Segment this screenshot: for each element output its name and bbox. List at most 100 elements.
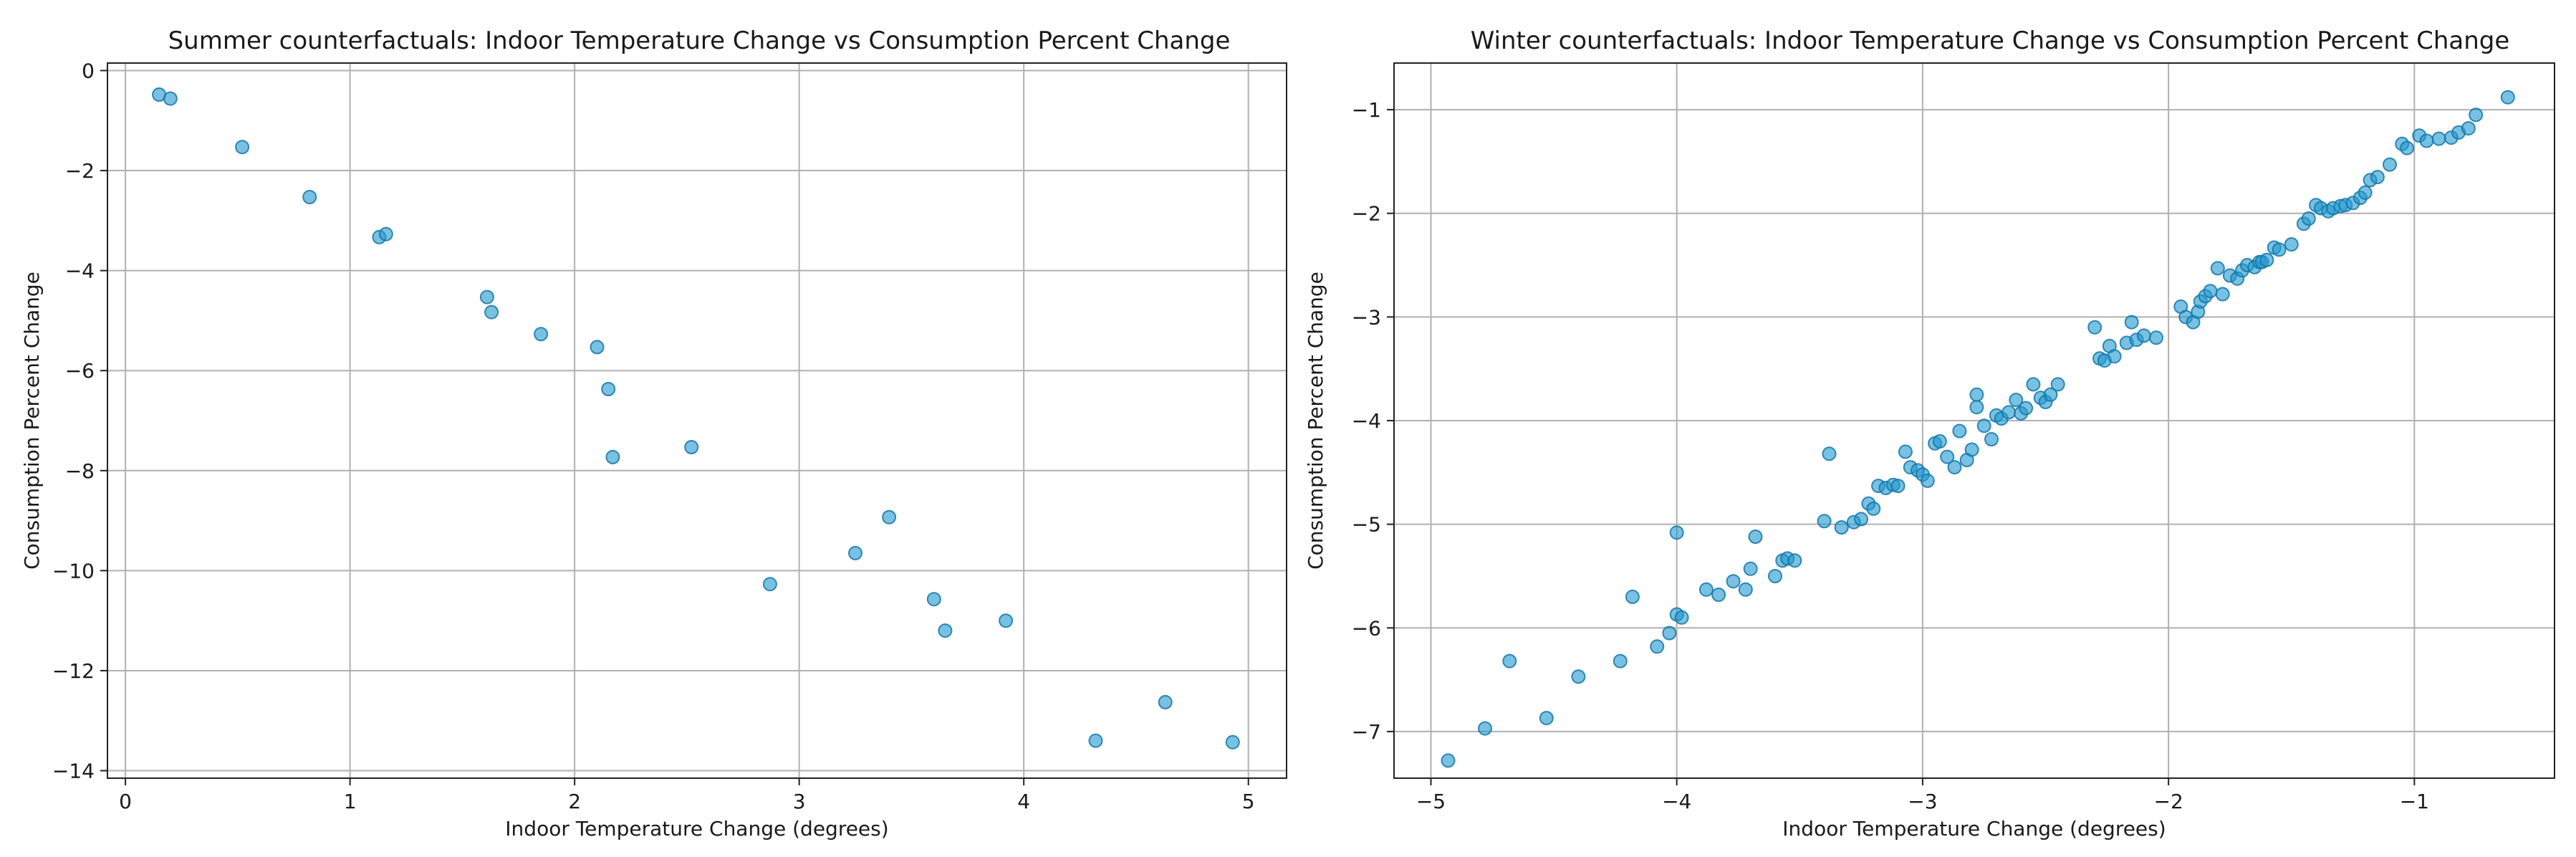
chart-title: Winter counterfactuals: Indoor Temperatu…	[1471, 27, 2510, 55]
x-axis-label: Indoor Temperature Change (degrees)	[505, 817, 888, 841]
axis-ticks: 0 1 2 3 4 5 0 −2 −4 −6 −8 −10 −12 −14	[52, 59, 1255, 813]
data-point	[1650, 639, 1665, 654]
data-point	[2043, 387, 2058, 402]
data-point	[534, 327, 549, 342]
data-point	[2431, 131, 2446, 146]
data-point	[1726, 574, 1741, 589]
data-point	[2461, 121, 2476, 136]
x-tick-label: 4	[1017, 790, 1030, 813]
data-point	[605, 449, 620, 464]
data-point	[1613, 653, 1628, 669]
data-point	[235, 140, 250, 155]
data-point	[1625, 589, 1640, 604]
y-tick-label: −10	[52, 559, 95, 583]
data-point	[1669, 525, 1684, 540]
data-point	[1502, 653, 1517, 669]
data-point	[2019, 401, 2034, 416]
axis-ticks: −5 −4 −3 −2 −1 −1 −2 −3 −4 −5 −6 −7	[1352, 98, 2429, 813]
data-point	[762, 577, 777, 592]
data-point	[1969, 400, 1984, 415]
data-point	[2358, 185, 2373, 200]
data-point	[1698, 582, 1714, 597]
data-point	[882, 509, 897, 525]
data-point	[163, 91, 178, 106]
data-point	[2383, 157, 2397, 172]
x-tick-label: 0	[119, 790, 132, 813]
data-point	[1662, 626, 1677, 641]
data-point	[1866, 501, 1881, 516]
x-tick-label: −4	[1662, 790, 1691, 813]
data-point	[1738, 582, 1753, 597]
data-point	[1932, 434, 1947, 449]
data-point	[1817, 514, 1832, 529]
data-point	[1787, 553, 1802, 568]
y-tick-label: −5	[1352, 513, 1381, 537]
data-point	[2469, 107, 2484, 123]
y-axis-label: Consumption Percent Change	[1304, 272, 1327, 570]
data-point	[2149, 330, 2163, 345]
summer-scatter-chart: Summer counterfactuals: Indoor Temperatu…	[20, 27, 1287, 841]
data-point	[926, 592, 941, 607]
data-point	[2210, 261, 2225, 276]
winter-scatter-chart: Winter counterfactuals: Indoor Temperatu…	[1304, 27, 2555, 841]
data-point	[2259, 252, 2274, 267]
data-point	[1743, 561, 1758, 576]
y-tick-label: −1	[1352, 98, 1381, 122]
data-point	[1478, 721, 1492, 736]
data-point	[601, 382, 616, 396]
data-point	[1571, 669, 1586, 684]
data-point	[2419, 133, 2434, 148]
data-point	[999, 613, 1014, 628]
data-point	[1225, 734, 1240, 750]
data-point	[1854, 512, 1869, 527]
plot-frame	[107, 62, 1287, 779]
data-point	[2203, 284, 2218, 299]
chart-title: Summer counterfactuals: Indoor Temperatu…	[168, 27, 1231, 55]
data-point	[684, 440, 699, 454]
data-point	[302, 190, 317, 204]
y-tick-label: −14	[52, 760, 95, 783]
data-point	[1890, 479, 1905, 494]
data-point	[2272, 242, 2287, 257]
x-tick-label: −1	[2400, 790, 2429, 813]
data-point	[1984, 432, 1999, 446]
data-point	[479, 289, 494, 305]
data-point	[1952, 423, 1967, 439]
data-point	[2050, 377, 2065, 392]
x-tick-label: 3	[793, 790, 806, 813]
data-point	[484, 305, 499, 320]
data-point	[848, 545, 862, 560]
x-axis-label: Indoor Temperature Change (degrees)	[1782, 817, 2166, 841]
x-tick-label: 2	[568, 790, 581, 813]
y-tick-label: −6	[65, 359, 95, 383]
data-point	[1947, 460, 1962, 475]
y-tick-label: −4	[1352, 409, 1381, 433]
data-point	[2215, 287, 2230, 302]
x-tick-label: −5	[1416, 790, 1446, 813]
grid	[107, 63, 1287, 778]
y-tick-label: −2	[65, 159, 95, 183]
data-point	[1822, 446, 1837, 461]
data-point	[2284, 237, 2299, 252]
y-tick-label: −2	[1352, 202, 1381, 226]
data-point	[2136, 328, 2151, 343]
y-tick-label: −7	[1352, 720, 1381, 744]
data-point	[2124, 315, 2139, 330]
x-tick-label: −3	[1908, 790, 1937, 813]
y-tick-label: −6	[1352, 616, 1381, 640]
x-tick-label: −2	[2154, 790, 2183, 813]
data-point	[1969, 387, 1984, 402]
data-point	[1539, 711, 1554, 726]
data-point	[2370, 170, 2385, 185]
data-point	[378, 226, 393, 241]
data-point	[590, 340, 605, 355]
data-point	[2009, 393, 2024, 408]
data-point	[1920, 473, 1935, 488]
x-tick-label: 1	[344, 790, 357, 813]
data-point	[2107, 349, 2122, 364]
data-point	[2001, 405, 2017, 420]
y-tick-label: −3	[1352, 305, 1381, 329]
y-tick-label: −12	[52, 659, 95, 683]
data-point	[1088, 733, 1103, 748]
